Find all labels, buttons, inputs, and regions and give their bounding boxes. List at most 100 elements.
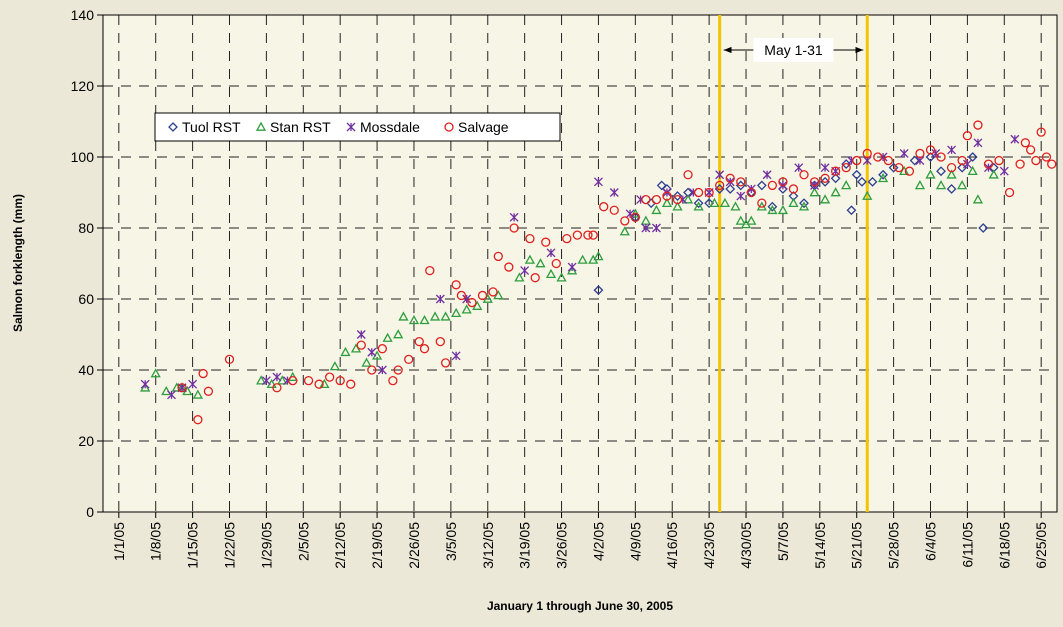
point <box>936 152 946 162</box>
point <box>714 184 725 194</box>
point <box>541 237 551 247</box>
point <box>888 162 899 173</box>
point <box>546 248 556 258</box>
point <box>414 336 424 347</box>
point <box>994 155 1004 166</box>
x-tick-label: 5/28/05 <box>886 522 902 569</box>
point <box>899 148 909 158</box>
point <box>931 148 941 158</box>
point <box>440 311 451 321</box>
point <box>946 169 957 179</box>
point <box>820 176 831 187</box>
point <box>915 148 925 159</box>
point <box>661 197 673 207</box>
point <box>794 163 804 173</box>
point <box>1041 152 1052 162</box>
point <box>1026 145 1036 155</box>
y-tick-label: 60 <box>78 291 94 307</box>
point <box>914 180 926 190</box>
y-tick-label: 0 <box>86 504 94 520</box>
point <box>735 215 746 225</box>
point <box>551 258 561 269</box>
point <box>451 307 462 318</box>
point <box>777 204 789 215</box>
legend-label: Tuol RST <box>182 119 241 135</box>
point <box>435 294 445 304</box>
point <box>504 262 514 272</box>
point <box>367 347 377 357</box>
point <box>272 383 282 393</box>
point <box>904 166 915 176</box>
point <box>736 177 746 187</box>
legend-label: Salvage <box>458 119 509 135</box>
x-tick-label: 3/26/05 <box>554 522 570 569</box>
x-tick-label: 1/15/05 <box>185 522 201 569</box>
x-tick-label: 3/19/05 <box>517 522 533 569</box>
point <box>356 340 366 350</box>
point <box>393 329 404 339</box>
point <box>788 184 799 194</box>
x-tick-label: 5/7/05 <box>775 522 791 561</box>
point <box>198 368 208 379</box>
point <box>883 155 893 166</box>
point <box>809 177 820 187</box>
x-tick-label: 2/5/05 <box>295 522 311 561</box>
point <box>593 177 603 187</box>
annotation: May 1-31 <box>764 42 823 58</box>
point <box>593 251 604 261</box>
point <box>188 379 198 389</box>
x-tick-label: 3/12/05 <box>480 522 496 569</box>
point <box>683 170 693 180</box>
point <box>593 285 604 296</box>
point <box>451 351 461 361</box>
point <box>619 226 630 236</box>
point <box>757 198 767 208</box>
point <box>419 314 430 325</box>
point <box>820 163 830 173</box>
point <box>799 198 809 209</box>
point <box>878 169 888 180</box>
point <box>746 215 757 225</box>
point <box>514 272 525 282</box>
point <box>609 188 619 197</box>
point <box>425 265 435 276</box>
point <box>625 209 635 219</box>
point <box>167 390 176 400</box>
x-tick-label: 4/2/05 <box>590 522 606 561</box>
point <box>862 148 872 159</box>
y-tick-label: 40 <box>78 362 94 378</box>
point <box>983 159 994 169</box>
point <box>398 311 409 321</box>
point <box>725 173 735 183</box>
point <box>588 230 598 240</box>
point <box>261 376 271 386</box>
x-tick-label: 4/9/05 <box>627 522 643 561</box>
point <box>525 234 535 244</box>
point <box>462 294 472 304</box>
x-tick-label: 3/5/05 <box>443 522 459 561</box>
point <box>319 378 330 389</box>
point <box>746 187 756 198</box>
point <box>819 194 831 204</box>
point <box>867 176 878 187</box>
legend-label: Stan RST <box>270 119 331 135</box>
point <box>709 197 720 207</box>
point <box>672 191 683 201</box>
point <box>609 205 619 215</box>
point <box>799 170 809 180</box>
x-tick-label: 4/16/05 <box>664 522 680 569</box>
point <box>999 166 1009 176</box>
x-tick-label: 4/30/05 <box>738 522 754 569</box>
point <box>830 187 841 197</box>
legend-marker <box>168 122 178 132</box>
point <box>361 357 372 367</box>
point <box>788 197 799 207</box>
point <box>988 169 999 179</box>
point <box>651 204 662 215</box>
x-tick-label: 2/26/05 <box>406 522 422 569</box>
y-tick-label: 140 <box>71 7 95 23</box>
point <box>909 155 920 166</box>
point <box>820 173 830 183</box>
y-axis-label: Salmon forklength (mm) <box>11 194 25 332</box>
